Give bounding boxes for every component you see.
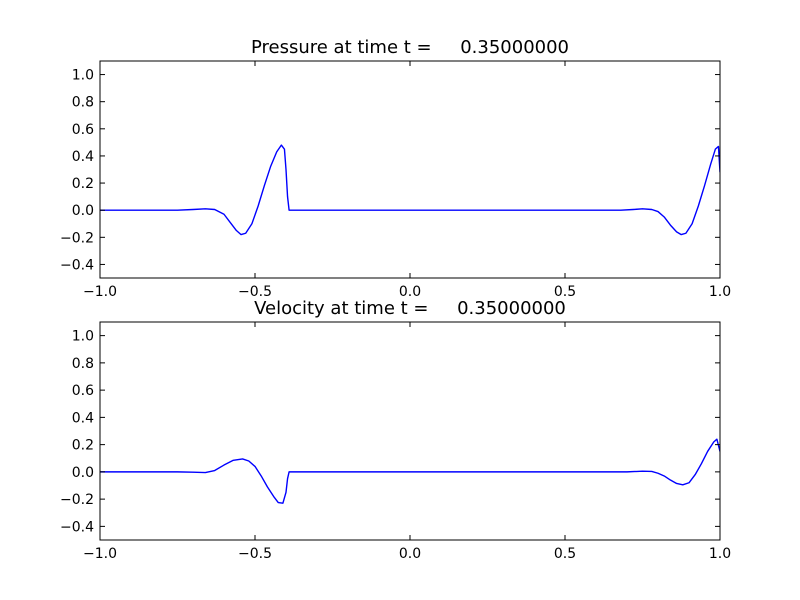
pressure-y-tick-label: −0.4 bbox=[60, 257, 94, 273]
pressure-x-tick-label: 0.0 bbox=[399, 284, 421, 300]
velocity-y-tick-label: 0.4 bbox=[72, 410, 94, 426]
velocity-y-tick-label: −0.2 bbox=[60, 492, 94, 508]
pressure-y-tick-label: 0.0 bbox=[72, 203, 94, 219]
pressure-panel: Pressure at time t = 0.35000000 −1.0 −0.5… bbox=[60, 37, 731, 300]
velocity-y-tick-label: 0.8 bbox=[72, 356, 94, 372]
pressure-title: Pressure at time t = 0.35000000 bbox=[251, 37, 569, 58]
velocity-x-tick-label: −0.5 bbox=[238, 546, 272, 562]
velocity-y-tick-label: 1.0 bbox=[72, 329, 94, 345]
pressure-x-tick-label: 0.5 bbox=[554, 284, 576, 300]
velocity-y-tick-label: −0.4 bbox=[60, 519, 94, 535]
pressure-y-tick-label: −0.2 bbox=[60, 230, 94, 246]
velocity-x-tick-label: 0.5 bbox=[554, 546, 576, 562]
velocity-y-tick-label: 0.6 bbox=[72, 383, 94, 399]
velocity-x-tick-label: −1.0 bbox=[83, 546, 117, 562]
velocity-y-tick-label: 0.2 bbox=[72, 438, 94, 454]
pressure-x-tick-label: −0.5 bbox=[238, 284, 272, 300]
pressure-x-tick-label: −1.0 bbox=[83, 284, 117, 300]
velocity-series-line bbox=[100, 438, 720, 504]
pressure-y-tick-label: 0.6 bbox=[72, 122, 94, 138]
pressure-y-tick-label: 0.4 bbox=[72, 149, 94, 165]
pressure-y-tick-label: 0.8 bbox=[72, 95, 94, 111]
pressure-y-tick-label: 0.2 bbox=[72, 176, 94, 192]
velocity-x-tick-label: 1.0 bbox=[709, 546, 731, 562]
velocity-y-tick-label: 0.0 bbox=[72, 465, 94, 481]
velocity-panel: Velocity at time t = 0.35000000 −1.0 −0.5… bbox=[60, 298, 731, 562]
pressure-series-line bbox=[100, 144, 720, 236]
pressure-x-tick-label: 1.0 bbox=[709, 284, 731, 300]
velocity-title: Velocity at time t = 0.35000000 bbox=[254, 298, 566, 319]
pressure-y-tick-label: 1.0 bbox=[72, 68, 94, 84]
velocity-x-tick-label: 0.0 bbox=[399, 546, 421, 562]
